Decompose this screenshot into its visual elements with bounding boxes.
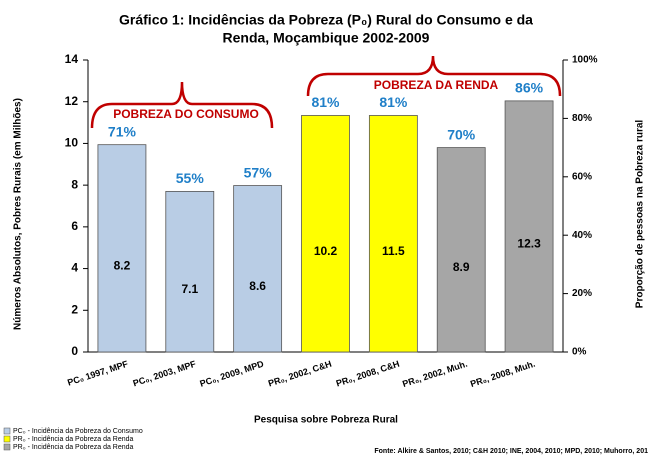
annotation: POBREZA DO CONSUMO — [113, 107, 259, 121]
y-tick-label: 2 — [71, 302, 78, 316]
y-tick-label: 0 — [71, 344, 78, 358]
chart-title: Gráfico 1: Incidências da Pobreza (P₀) R… — [119, 12, 533, 28]
brace — [90, 81, 274, 129]
bar — [233, 185, 283, 353]
source: Fonte: Alkire & Santos, 2010; C&H 2010; … — [374, 448, 648, 455]
x-tick-label: PC₀, 2003, MPF — [132, 358, 198, 388]
legend-swatch — [3, 427, 11, 435]
y2-tick-label: 40% — [572, 230, 592, 241]
bar-inner-label: 10.2 — [314, 244, 338, 258]
value-label: 57% — [244, 164, 273, 180]
y-tick-label: 8 — [71, 177, 78, 191]
y2-tick-label: 60% — [572, 171, 592, 182]
y2-tick-label: 0% — [572, 347, 587, 358]
value-label: 71% — [108, 123, 137, 139]
x-tick-label: PC₀ 1997, MPF — [66, 358, 130, 387]
value-label: 70% — [447, 126, 476, 142]
legend-swatch — [3, 435, 11, 443]
y-tick-label: 10 — [65, 136, 79, 150]
value-label: 81% — [379, 94, 408, 110]
x-tick-label: PR₀, 2002, C&H — [267, 359, 333, 389]
bar — [504, 100, 554, 353]
bar — [165, 190, 215, 353]
x-tick-label: PC₀, 2009, MPD — [199, 358, 266, 388]
bar — [301, 115, 350, 353]
legend-label: PR₀ - Incidência da Pobreza da Renda — [13, 444, 134, 451]
y-tick-label: 12 — [65, 94, 79, 108]
y-tick-label: 4 — [71, 261, 78, 275]
y2-tick-label: 100% — [572, 55, 598, 66]
legend-label: PR₀ - Incidência da Pobreza da Renda — [13, 436, 134, 443]
legend-swatch — [3, 443, 11, 451]
bar — [436, 147, 486, 353]
annotation: POBREZA DA RENDA — [374, 78, 499, 92]
value-label: 86% — [515, 80, 544, 96]
bar-inner-label: 8.9 — [453, 260, 470, 274]
x-tick-label: PR₀, 2002, Muh. — [401, 359, 468, 389]
bar — [97, 144, 147, 353]
y-tick-label: 14 — [65, 52, 79, 66]
value-label: 81% — [311, 94, 340, 110]
y-tick-label: 6 — [71, 219, 78, 233]
chart-title: Renda, Moçambique 2002-2009 — [223, 30, 430, 46]
bar-inner-label: 11.5 — [382, 244, 405, 258]
x-axis-label: Pesquisa sobre Pobreza Rural — [254, 415, 398, 426]
bar-inner-label: 7.1 — [181, 282, 198, 296]
bar — [368, 115, 418, 353]
brace — [306, 55, 562, 97]
bar-inner-label: 8.2 — [114, 259, 131, 273]
bar-inner-label: 12.3 — [517, 237, 541, 251]
legend-label: PC₀ - Incidência da Pobreza do Consumo — [13, 428, 143, 435]
y-axis-label: Números Absolutos, Pobres Rurais (em Mil… — [13, 98, 24, 330]
y2-axis-label: Proporção de pessoas na Pobreza rural — [635, 120, 646, 309]
y2-tick-label: 20% — [572, 288, 592, 299]
y2-tick-label: 80% — [572, 113, 592, 124]
x-tick-label: PR₀, 2008, C&H — [335, 359, 401, 389]
x-tick-label: PR₀, 2008, Muh. — [469, 359, 536, 389]
value-label: 55% — [176, 170, 205, 186]
bar-inner-label: 8.6 — [249, 279, 266, 293]
